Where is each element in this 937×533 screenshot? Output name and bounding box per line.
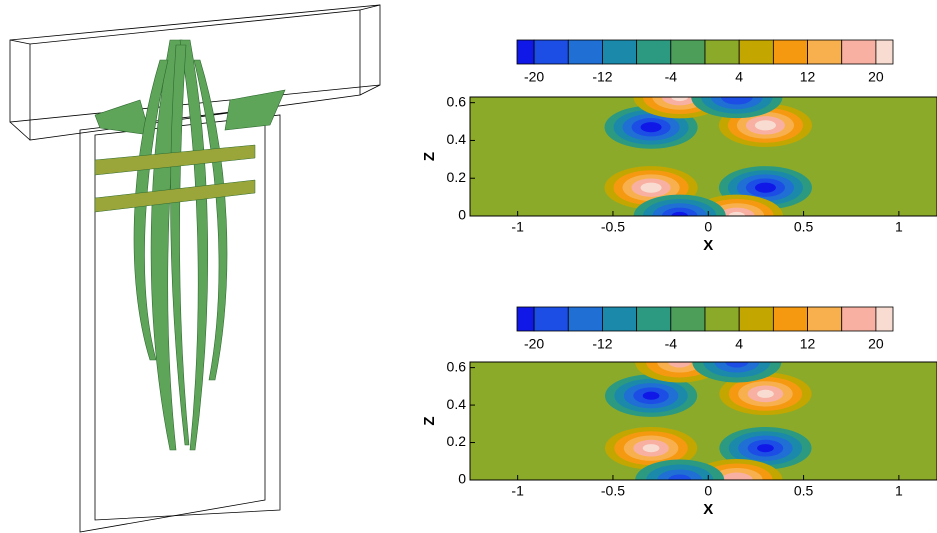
colorbar-box xyxy=(808,307,842,331)
colorbar-tick-label: -12 xyxy=(592,336,612,352)
contour-band xyxy=(757,390,774,398)
x-tick-label: 0 xyxy=(704,483,712,499)
y-tick-label: 0 xyxy=(458,207,466,223)
x-axis-label: X xyxy=(703,237,713,254)
contour-band xyxy=(755,120,776,130)
colorbar-box xyxy=(773,307,807,331)
box-edge xyxy=(10,122,30,140)
colorbar-box xyxy=(876,40,893,64)
colorbar-box xyxy=(773,40,807,64)
x-tick-label: -1 xyxy=(511,219,524,235)
colorbar-box xyxy=(602,307,636,331)
colorbar-box xyxy=(739,40,773,64)
isosurface xyxy=(95,40,285,450)
colorbar-box xyxy=(517,307,534,331)
x-tick-label: 0 xyxy=(704,219,712,235)
x-axis-label: X xyxy=(703,501,713,518)
y-tick-label: 0.4 xyxy=(447,131,467,147)
y-tick-label: 0.6 xyxy=(447,358,467,374)
y-tick-label: 0.2 xyxy=(447,169,467,185)
x-tick-label: -0.5 xyxy=(601,483,625,499)
x-tick-label: -1 xyxy=(511,483,524,499)
vortex-tube xyxy=(171,45,189,445)
x-tick-label: 0.5 xyxy=(794,483,814,499)
contour-band xyxy=(757,444,774,452)
contour-band xyxy=(755,183,776,193)
colorbar-box xyxy=(808,40,842,64)
contour-band xyxy=(643,392,660,400)
colorbar-box xyxy=(705,40,739,64)
colorbar-tick-label: 12 xyxy=(800,69,816,85)
colorbar-tick-label: 20 xyxy=(868,69,884,85)
background-level xyxy=(470,362,937,480)
contour-band xyxy=(643,444,660,452)
box-edge xyxy=(95,115,280,520)
figure: -20 -12 -4 4 12 20 -1 -0.5 0 0.5 1 0 0.2 0.4 0.6 X Z -20 -… xyxy=(0,0,937,533)
colorbar-box xyxy=(637,40,671,64)
colorbar-tick-label: 4 xyxy=(735,69,743,85)
colorbar-tick-label: 4 xyxy=(735,336,743,352)
colorbar-box xyxy=(534,307,568,331)
colorbar-box xyxy=(568,307,602,331)
y-axis-label: Z xyxy=(421,152,438,161)
colorbar-box xyxy=(534,40,568,64)
colorbar-tick-label: -20 xyxy=(524,336,544,352)
x-tick-label: 0.5 xyxy=(794,219,814,235)
x-tick-label: 1 xyxy=(895,483,903,499)
y-axis-label: Z xyxy=(421,416,438,425)
y-tick-label: 0 xyxy=(458,471,466,487)
colorbar-tick-label: -20 xyxy=(524,69,544,85)
colorbar-box xyxy=(739,307,773,331)
colorbar-box xyxy=(876,307,893,331)
colorbar-box xyxy=(568,40,602,64)
colorbar-box xyxy=(602,40,636,64)
contour-field xyxy=(470,342,937,501)
colorbar-box xyxy=(517,40,534,64)
colorbar-box xyxy=(671,307,705,331)
y-tick-label: 0.6 xyxy=(447,93,467,109)
colorbar-box xyxy=(637,307,671,331)
contour-band xyxy=(641,183,662,193)
surface-sheet xyxy=(225,90,285,130)
y-tick-label: 0.4 xyxy=(447,396,467,412)
x-tick-label: 1 xyxy=(895,219,903,235)
box-edge xyxy=(10,40,30,44)
colorbar-tick-label: -4 xyxy=(665,69,678,85)
colorbar-tick-label: -4 xyxy=(665,336,678,352)
x-tick-label: -0.5 xyxy=(601,219,625,235)
contour-field xyxy=(470,76,937,238)
colorbar-tick-label: 12 xyxy=(800,336,816,352)
colorbar-box xyxy=(842,307,876,331)
colorbar-box xyxy=(842,40,876,64)
contour-band xyxy=(641,122,662,132)
colorbar-tick-label: -12 xyxy=(592,69,612,85)
colorbar-box xyxy=(705,307,739,331)
colorbar-box xyxy=(671,40,705,64)
colorbar-tick-label: 20 xyxy=(868,336,884,352)
y-tick-label: 0.2 xyxy=(447,433,467,449)
